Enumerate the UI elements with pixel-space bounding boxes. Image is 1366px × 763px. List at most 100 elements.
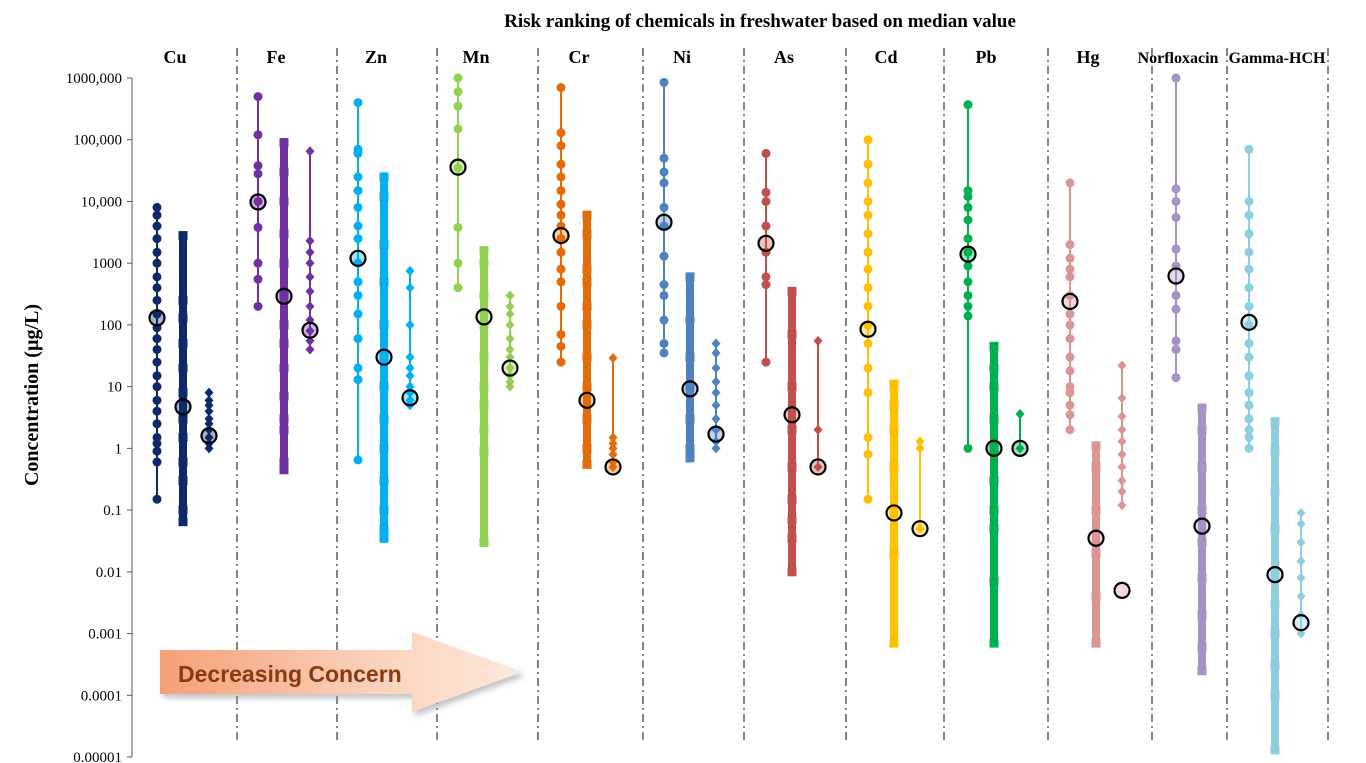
data-point — [1065, 366, 1075, 376]
data-point — [453, 101, 463, 111]
data-point — [1065, 352, 1075, 362]
data-point — [505, 344, 515, 355]
median-marker — [1113, 581, 1131, 599]
data-point — [863, 432, 873, 442]
data-point — [1117, 411, 1127, 422]
data-point — [1244, 229, 1254, 239]
data-point — [178, 505, 188, 515]
group-label: Cr — [569, 47, 590, 67]
data-point — [761, 357, 771, 367]
data-point — [989, 363, 999, 373]
group-label: Cu — [163, 47, 186, 67]
data-point — [1296, 507, 1306, 518]
data-point — [813, 424, 823, 435]
data-point — [1171, 373, 1181, 383]
data-point — [659, 280, 669, 290]
data-point — [279, 196, 289, 206]
median-marker — [275, 287, 293, 305]
data-point — [863, 388, 873, 398]
data-point — [659, 338, 669, 348]
data-point — [379, 172, 389, 182]
median-marker — [401, 389, 419, 407]
data-point — [479, 446, 489, 456]
data-point — [863, 338, 873, 348]
data-point — [1296, 591, 1306, 602]
data-point — [1171, 196, 1181, 206]
series-hg-square — [1087, 441, 1105, 648]
data-point — [1197, 505, 1207, 515]
data-point — [1270, 661, 1280, 671]
data-point — [787, 382, 797, 392]
data-point — [761, 280, 771, 290]
median-marker — [707, 425, 725, 443]
data-point — [253, 161, 263, 171]
data-point — [659, 153, 669, 163]
data-point — [963, 311, 973, 321]
data-point — [178, 476, 188, 486]
group-label: Fe — [267, 47, 286, 67]
data-point — [405, 363, 415, 374]
data-point — [711, 376, 721, 387]
data-point — [279, 320, 289, 330]
series-as-square — [783, 286, 801, 577]
data-point — [379, 320, 389, 330]
data-point — [204, 395, 214, 406]
data-point — [787, 494, 797, 504]
data-point — [178, 388, 188, 398]
median-marker — [375, 348, 393, 366]
data-point — [1171, 184, 1181, 194]
median-marker — [1240, 313, 1258, 331]
data-point — [353, 363, 363, 373]
median-marker — [1292, 614, 1310, 632]
data-point — [915, 436, 925, 447]
data-point — [1244, 210, 1254, 220]
data-point — [152, 371, 162, 381]
data-point — [1296, 518, 1306, 529]
data-point — [863, 264, 873, 274]
data-point — [305, 286, 315, 297]
group-label: Pb — [975, 47, 996, 67]
data-point — [505, 301, 515, 312]
data-point — [787, 329, 797, 339]
data-point — [178, 517, 188, 527]
data-point — [556, 159, 566, 169]
data-point — [505, 376, 515, 387]
median-marker — [959, 245, 977, 263]
group-separators — [236, 48, 1329, 740]
data-point — [787, 425, 797, 435]
data-point — [1244, 144, 1254, 154]
data-point — [863, 196, 873, 206]
data-point — [1065, 400, 1075, 410]
data-point — [659, 348, 669, 358]
data-point — [556, 141, 566, 151]
data-point — [963, 202, 973, 212]
data-point — [1296, 537, 1306, 548]
data-point — [305, 247, 315, 258]
series-pb-circle — [959, 100, 977, 453]
data-point — [379, 414, 389, 424]
data-point — [1065, 253, 1075, 263]
data-point — [152, 221, 162, 231]
series-cd-square — [885, 379, 903, 648]
median-marker — [655, 213, 673, 231]
data-point — [279, 290, 289, 300]
data-point — [1065, 382, 1075, 392]
data-point — [863, 283, 873, 293]
data-point — [1091, 505, 1101, 515]
data-point — [608, 438, 618, 449]
data-point — [963, 261, 973, 271]
data-point — [659, 178, 669, 188]
data-point — [761, 221, 771, 231]
data-point — [1270, 524, 1280, 534]
data-point — [353, 172, 363, 182]
data-point — [253, 130, 263, 140]
data-point — [556, 172, 566, 182]
median-marker — [681, 380, 699, 398]
group-label: Hg — [1076, 47, 1099, 67]
data-point — [915, 523, 925, 534]
data-point — [279, 363, 289, 373]
median-marker — [249, 193, 267, 211]
group-label: Norfloxacin — [1138, 50, 1219, 67]
data-point — [379, 352, 389, 362]
data-point — [556, 83, 566, 93]
